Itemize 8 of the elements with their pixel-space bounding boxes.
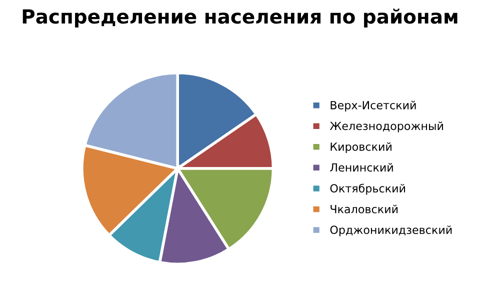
legend-label: Кировский [330,142,392,154]
legend-label: Октябрьский [330,184,405,195]
chart-title: Распределение населения по районам [22,8,458,28]
legend-label: Верх-Исетский [330,100,416,112]
legend-label: Ленинский [330,163,393,172]
legend-label: Чкаловский [330,204,398,214]
legend-label: Орджоникидзевский [330,226,452,236]
legend-label: Железнодорожный [330,122,443,132]
